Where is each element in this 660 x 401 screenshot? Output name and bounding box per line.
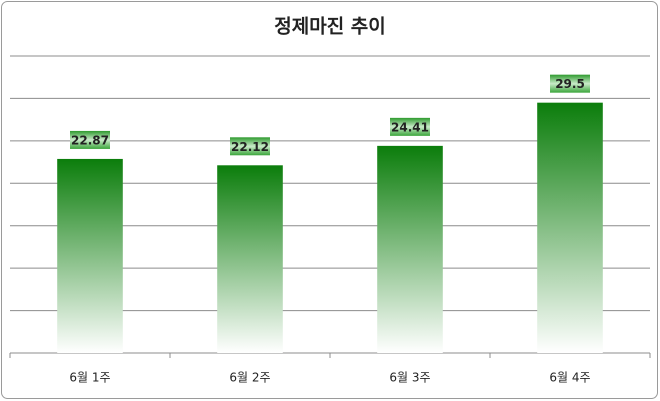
bar [377, 145, 443, 353]
value-label: 24.41 [391, 120, 429, 134]
x-tick-label: 6월 4주 [549, 371, 590, 385]
x-tick-label: 6월 1주 [69, 371, 110, 385]
bar [537, 102, 603, 354]
value-label-box [390, 117, 430, 136]
chart-title: 정제마진 추이 [274, 16, 386, 38]
value-label-box [550, 74, 590, 93]
x-tick-label: 6월 3주 [389, 371, 430, 385]
value-label-box [230, 137, 270, 156]
value-label-box [70, 130, 110, 149]
value-label: 22.12 [231, 140, 269, 154]
x-tick-label: 6월 2주 [229, 371, 270, 385]
bar [217, 165, 283, 353]
value-label: 29.5 [555, 77, 585, 91]
value-label: 22.87 [71, 133, 109, 147]
bar [57, 158, 123, 353]
